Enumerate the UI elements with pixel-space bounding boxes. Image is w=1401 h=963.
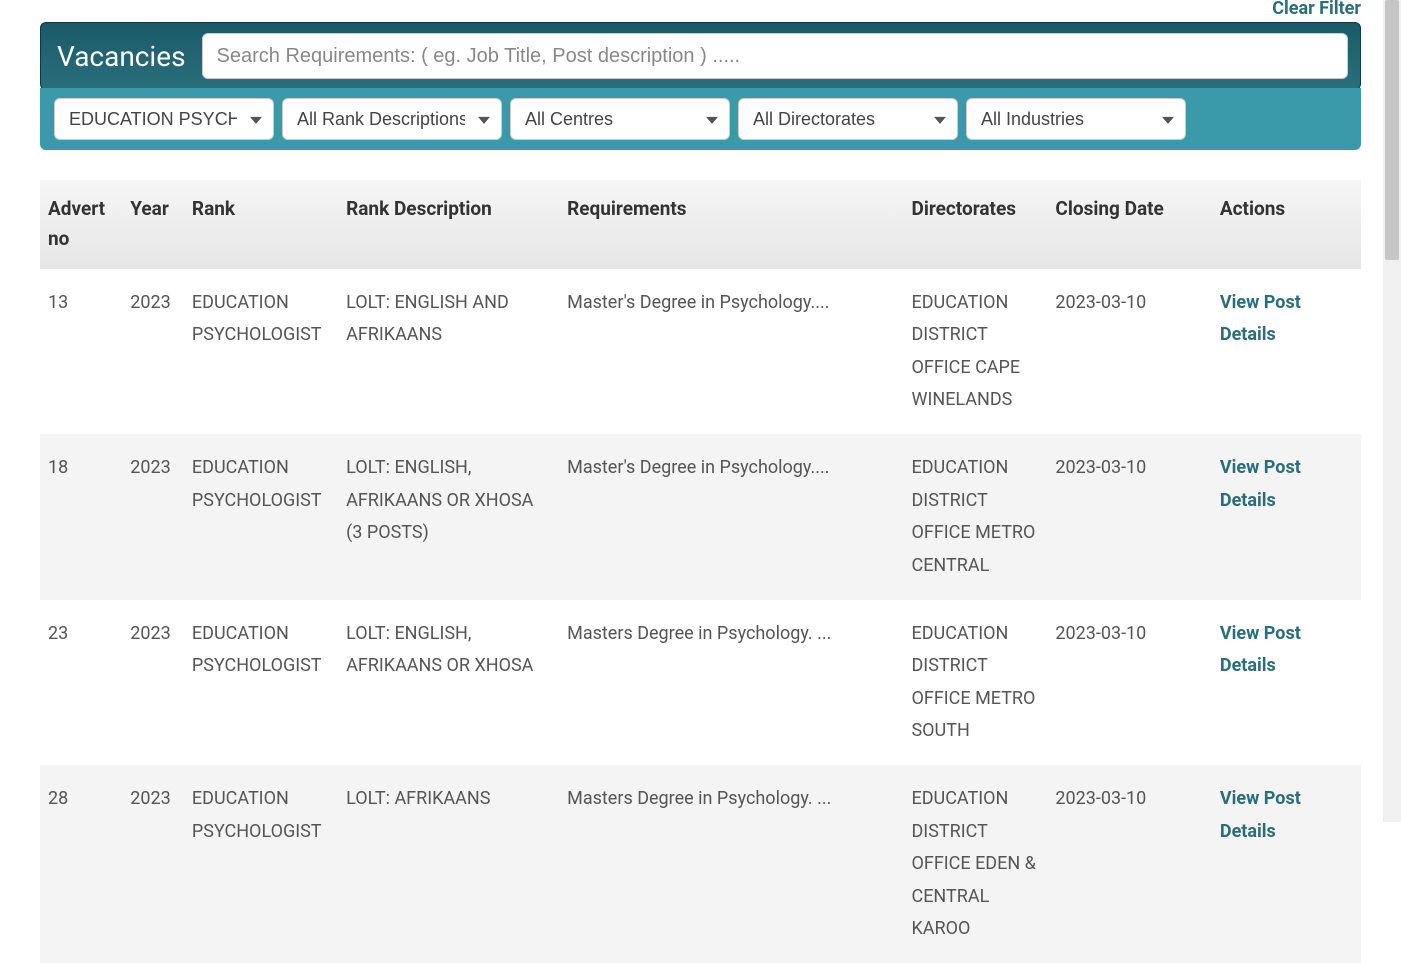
cell-directorates: EDUCATION DISTRICT OFFICE METRO CENTRAL [903, 434, 1047, 600]
col-header-rank[interactable]: Rank [184, 180, 338, 269]
cell-rank: EDUCATION PSYCHOLOGIST [184, 600, 338, 766]
cell-requirements: Masters Degree in Psychology. ... [559, 765, 903, 963]
cell-rank-description: LOLT: ENGLISH AND AFRIKAANS [338, 269, 559, 435]
col-header-advert-no[interactable]: Advert no [40, 180, 122, 269]
view-post-details-link[interactable]: View Post Details [1220, 788, 1301, 841]
cell-directorates: EDUCATION DISTRICT OFFICE METRO SOUTH [903, 600, 1047, 766]
cell-advert-no: 23 [40, 600, 122, 766]
cell-advert-no: 28 [40, 765, 122, 963]
search-input[interactable] [202, 33, 1348, 79]
cell-rank: EDUCATION PSYCHOLOGIST [184, 765, 338, 963]
col-header-actions: Actions [1212, 180, 1361, 269]
cell-advert-no: 18 [40, 434, 122, 600]
cell-rank-description: LOLT: AFRIKAANS [338, 765, 559, 963]
cell-advert-no: 13 [40, 269, 122, 435]
cell-rank-description: LOLT: ENGLISH, AFRIKAANS OR XHOSA [338, 600, 559, 766]
table-header-row: Advert no Year Rank Rank Description Req… [40, 180, 1361, 269]
cell-rank: EDUCATION PSYCHOLOGIST [184, 269, 338, 435]
scrollbar-track[interactable] [1383, 0, 1401, 822]
cell-directorates: EDUCATION DISTRICT OFFICE CAPE WINELANDS [903, 269, 1047, 435]
cell-rank: EDUCATION PSYCHOLOGIST [184, 434, 338, 600]
vacancies-table: Advert no Year Rank Rank Description Req… [40, 180, 1361, 963]
cell-requirements: Masters Degree in Psychology. ... [559, 600, 903, 766]
filter-directorates-select[interactable]: All Directorates [738, 98, 958, 140]
cell-year: 2023 [122, 434, 184, 600]
col-header-year[interactable]: Year [122, 180, 184, 269]
table-row: 182023EDUCATION PSYCHOLOGISTLOLT: ENGLIS… [40, 434, 1361, 600]
cell-requirements: Master's Degree in Psychology.... [559, 434, 903, 600]
table-row: 232023EDUCATION PSYCHOLOGISTLOLT: ENGLIS… [40, 600, 1361, 766]
cell-closing-date: 2023-03-10 [1047, 600, 1211, 766]
cell-actions: View Post Details [1212, 765, 1361, 963]
filter-rank-select[interactable]: EDUCATION PSYCHO [54, 98, 274, 140]
filter-industries-select[interactable]: All Industries [966, 98, 1186, 140]
cell-directorates: EDUCATION DISTRICT OFFICE EDEN & CENTRAL… [903, 765, 1047, 963]
filter-centres-select[interactable]: All Centres [510, 98, 730, 140]
col-header-closing-date[interactable]: Closing Date [1047, 180, 1211, 269]
cell-closing-date: 2023-03-10 [1047, 269, 1211, 435]
cell-actions: View Post Details [1212, 269, 1361, 435]
view-post-details-link[interactable]: View Post Details [1220, 623, 1301, 676]
cell-actions: View Post Details [1212, 434, 1361, 600]
col-header-directorates[interactable]: Directorates [903, 180, 1047, 269]
col-header-requirements[interactable]: Requirements [559, 180, 903, 269]
vacancies-table-wrap: Advert no Year Rank Rank Description Req… [40, 180, 1361, 963]
cell-year: 2023 [122, 269, 184, 435]
cell-requirements: Master's Degree in Psychology.... [559, 269, 903, 435]
col-header-rank-description[interactable]: Rank Description [338, 180, 559, 269]
cell-rank-description: LOLT: ENGLISH, AFRIKAANS OR XHOSA (3 POS… [338, 434, 559, 600]
header-bar: Vacancies [40, 22, 1361, 90]
filter-rank-description-select[interactable]: All Rank Descriptions [282, 98, 502, 140]
table-row: 132023EDUCATION PSYCHOLOGISTLOLT: ENGLIS… [40, 269, 1361, 435]
filter-bar: EDUCATION PSYCHO All Rank Descriptions A… [40, 88, 1361, 150]
page-title: Vacancies [53, 40, 186, 73]
cell-closing-date: 2023-03-10 [1047, 765, 1211, 963]
clear-filter-link[interactable]: Clear Filter [40, 0, 1361, 18]
view-post-details-link[interactable]: View Post Details [1220, 457, 1301, 510]
cell-year: 2023 [122, 600, 184, 766]
scrollbar-thumb[interactable] [1385, 0, 1399, 260]
view-post-details-link[interactable]: View Post Details [1220, 292, 1301, 345]
cell-year: 2023 [122, 765, 184, 963]
cell-actions: View Post Details [1212, 600, 1361, 766]
cell-closing-date: 2023-03-10 [1047, 434, 1211, 600]
table-row: 282023EDUCATION PSYCHOLOGISTLOLT: AFRIKA… [40, 765, 1361, 963]
